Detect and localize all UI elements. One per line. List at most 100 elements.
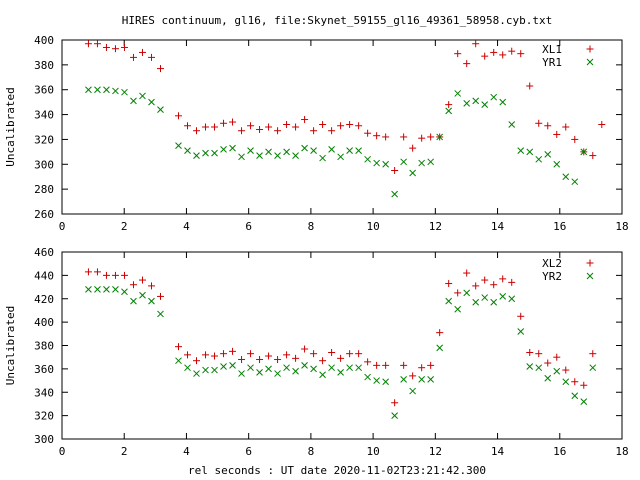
- legend-marker: [586, 272, 594, 280]
- data-point-yr2: [310, 365, 317, 373]
- data-point-xl1: [156, 65, 164, 73]
- data-point-xl1: [229, 118, 237, 126]
- data-point-yr2: [589, 364, 597, 372]
- data-point-yr2: [418, 376, 426, 383]
- data-point-xl1: [138, 48, 146, 56]
- data-point-xl2: [409, 372, 417, 380]
- data-point-xl1: [517, 50, 525, 58]
- data-point-yr2: [436, 344, 444, 352]
- data-point-xl2: [355, 350, 363, 358]
- data-point-xl1: [184, 122, 192, 130]
- data-point-xl1: [355, 122, 363, 130]
- data-point-yr1: [382, 160, 389, 168]
- data-point-yr2: [94, 286, 101, 293]
- data-point-yr2: [211, 366, 218, 374]
- data-point-xl1: [562, 123, 570, 131]
- data-point-xl1: [111, 45, 119, 53]
- data-point-yr2: [157, 310, 164, 318]
- data-point-xl1: [265, 123, 273, 131]
- data-point-xl2: [364, 358, 372, 366]
- data-point-yr1: [238, 153, 245, 161]
- y-tick-label: 320: [34, 410, 54, 423]
- plot-top: 260 280 300 320 340 360 380 400 0 2 4 6 8 10 12 14 16 18 U…: [4, 34, 629, 233]
- data-point-xl1: [526, 82, 534, 90]
- data-point-xl2: [211, 352, 219, 360]
- data-point-xl2: [400, 361, 408, 369]
- data-point-yr2: [571, 392, 579, 400]
- data-point-yr2: [526, 363, 534, 370]
- data-point-yr2: [409, 387, 417, 395]
- data-point-xl1: [418, 134, 426, 142]
- data-point-xl2: [544, 359, 552, 367]
- data-point-yr1: [211, 149, 218, 157]
- data-point-xl2: [463, 269, 471, 277]
- data-point-xl2: [580, 381, 588, 389]
- x-tick-label: 6: [245, 220, 252, 233]
- data-point-yr1: [481, 101, 489, 108]
- data-point-xl1: [274, 127, 282, 135]
- data-point-yr1: [319, 154, 326, 162]
- data-point-yr2: [274, 370, 281, 377]
- data-point-xl1: [571, 135, 579, 143]
- data-point-yr2: [490, 298, 498, 306]
- data-point-xl1: [283, 121, 291, 129]
- data-point-xl2: [517, 312, 525, 320]
- data-point-yr2: [301, 362, 308, 369]
- y-tick-label: 380: [34, 340, 54, 353]
- data-point-xl1: [463, 60, 471, 68]
- data-point-yr2: [481, 294, 489, 301]
- data-point-yr2: [355, 364, 362, 372]
- data-point-xl1: [175, 112, 183, 120]
- y-tick-label: 420: [34, 293, 54, 306]
- data-point-yr2: [445, 297, 453, 305]
- data-point-xl2: [274, 356, 282, 364]
- data-point-yr2: [400, 376, 408, 383]
- data-point-yr2: [220, 363, 227, 370]
- data-point-xl1: [364, 129, 372, 137]
- data-point-yr1: [544, 150, 552, 158]
- data-point-yr2: [346, 364, 353, 372]
- data-point-yr2: [535, 364, 543, 372]
- data-point-yr1: [283, 148, 290, 156]
- data-point-yr1: [130, 97, 137, 105]
- x-tick-label: 12: [429, 445, 442, 458]
- legend-label: XL2: [542, 257, 562, 270]
- data-point-xl2: [102, 271, 110, 279]
- data-point-yr2: [229, 362, 236, 369]
- data-point-yr2: [427, 376, 435, 383]
- data-point-yr2: [508, 295, 516, 303]
- data-point-yr1: [301, 144, 308, 152]
- data-point-yr1: [310, 147, 317, 154]
- data-point-xl1: [93, 40, 101, 48]
- data-point-yr1: [355, 147, 362, 154]
- data-point-yr1: [409, 169, 417, 177]
- data-point-yr2: [193, 370, 200, 377]
- data-point-xl1: [328, 127, 336, 135]
- data-point-xl2: [337, 354, 345, 362]
- x-tick-label: 0: [59, 445, 66, 458]
- data-point-xl1: [211, 123, 219, 131]
- data-point-xl2: [147, 282, 155, 290]
- y-tick-label: 400: [34, 34, 54, 47]
- data-point-xl2: [184, 351, 192, 359]
- chart-title: HIRES continuum, gl16, file:Skynet_59155…: [122, 14, 552, 27]
- data-point-yr2: [103, 286, 110, 293]
- data-point-yr1: [229, 144, 236, 152]
- x-tick-label: 10: [366, 445, 379, 458]
- data-point-xl2: [454, 289, 462, 297]
- data-point-yr2: [202, 366, 209, 374]
- x-tick-label: 16: [553, 445, 566, 458]
- data-point-xl2: [526, 349, 534, 357]
- legend-marker: [586, 259, 594, 267]
- data-point-xl2: [571, 378, 579, 386]
- data-point-xl1: [535, 119, 543, 127]
- data-point-yr1: [148, 98, 155, 106]
- data-point-xl2: [427, 361, 435, 369]
- data-point-xl2: [508, 278, 516, 286]
- data-point-xl2: [382, 361, 390, 369]
- data-point-xl2: [84, 268, 92, 276]
- y-tick-label: 460: [34, 246, 54, 259]
- data-point-yr2: [553, 367, 561, 375]
- data-point-xl1: [382, 133, 390, 141]
- data-point-yr1: [337, 153, 344, 161]
